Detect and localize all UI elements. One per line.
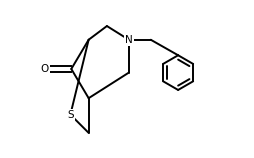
Text: O: O bbox=[40, 64, 49, 74]
Text: N: N bbox=[125, 35, 133, 45]
Text: S: S bbox=[67, 110, 74, 120]
